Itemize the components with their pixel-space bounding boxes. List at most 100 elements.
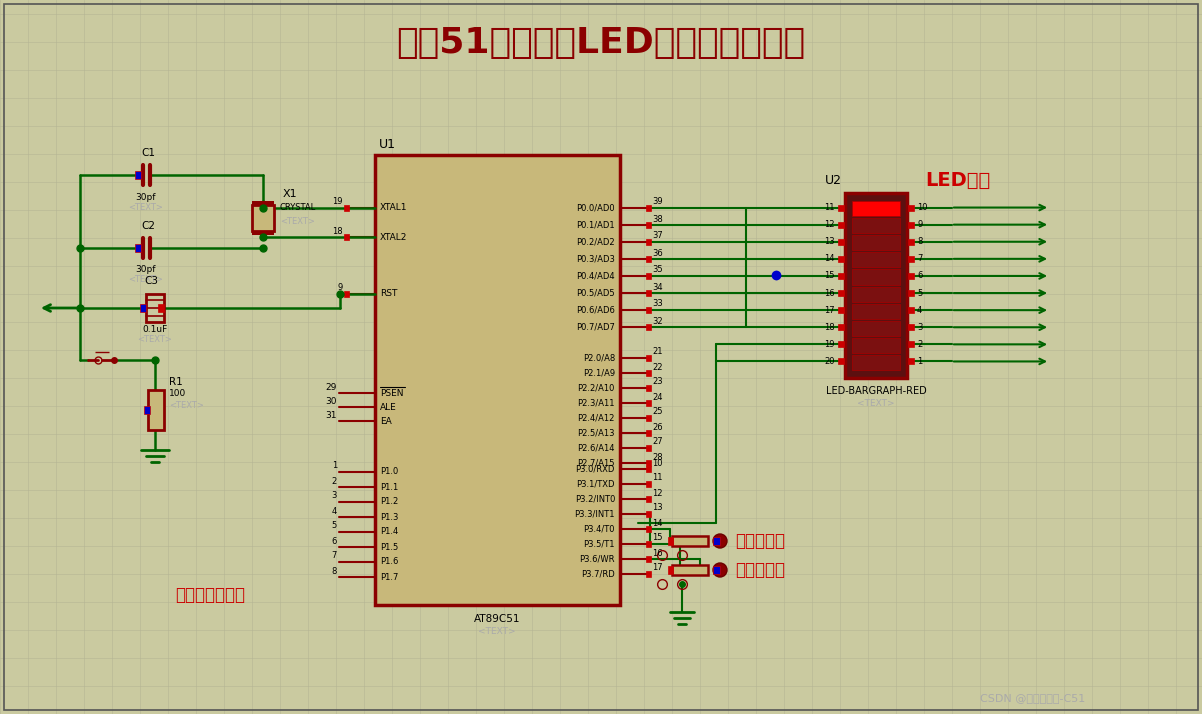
Bar bbox=[645, 222, 651, 228]
Text: 38: 38 bbox=[651, 214, 662, 223]
Text: PSEN: PSEN bbox=[380, 388, 404, 398]
Text: P0.1/AD1: P0.1/AD1 bbox=[577, 221, 615, 229]
Text: 30pf: 30pf bbox=[136, 193, 156, 201]
Bar bbox=[852, 218, 900, 233]
Bar bbox=[908, 256, 914, 262]
Text: 35: 35 bbox=[651, 266, 662, 274]
Bar bbox=[645, 273, 651, 279]
Bar bbox=[838, 221, 844, 228]
Text: P1.6: P1.6 bbox=[380, 558, 398, 566]
Text: U2: U2 bbox=[825, 174, 841, 186]
Text: 27: 27 bbox=[651, 438, 662, 446]
Text: P3.1/TXD: P3.1/TXD bbox=[577, 480, 615, 488]
Text: <TEXT>: <TEXT> bbox=[129, 203, 163, 211]
Text: 自动控制键: 自动控制键 bbox=[734, 561, 785, 579]
Text: LED-BARGRAPH-RED: LED-BARGRAPH-RED bbox=[826, 386, 927, 396]
Text: P3.7/RD: P3.7/RD bbox=[582, 570, 615, 578]
Bar bbox=[908, 221, 914, 228]
Text: 30pf: 30pf bbox=[136, 266, 156, 274]
Text: 12: 12 bbox=[651, 488, 662, 498]
Bar bbox=[645, 355, 651, 361]
Text: <TEXT>: <TEXT> bbox=[478, 626, 516, 635]
Bar bbox=[252, 231, 274, 235]
Bar bbox=[645, 556, 651, 562]
Text: P3.3/INT1: P3.3/INT1 bbox=[575, 510, 615, 518]
Text: 16: 16 bbox=[651, 548, 662, 558]
Text: 23: 23 bbox=[651, 378, 662, 386]
Text: 14: 14 bbox=[651, 518, 662, 528]
Text: 3: 3 bbox=[332, 491, 337, 501]
Bar bbox=[645, 307, 651, 313]
Text: 6: 6 bbox=[917, 271, 922, 281]
Text: P2.1/A9: P2.1/A9 bbox=[583, 368, 615, 378]
Bar bbox=[157, 304, 163, 312]
Text: 13: 13 bbox=[825, 237, 835, 246]
Text: AT89C51: AT89C51 bbox=[474, 614, 520, 624]
Bar bbox=[852, 269, 900, 284]
Bar bbox=[852, 252, 900, 268]
Text: P1.0: P1.0 bbox=[380, 468, 398, 476]
Bar bbox=[645, 256, 651, 262]
Bar bbox=[672, 565, 708, 575]
Text: P3.6/WR: P3.6/WR bbox=[579, 555, 615, 563]
Bar bbox=[344, 291, 349, 297]
Bar bbox=[838, 307, 844, 313]
Bar bbox=[645, 324, 651, 330]
Text: 22: 22 bbox=[651, 363, 662, 371]
Bar bbox=[645, 239, 651, 245]
Bar bbox=[838, 324, 844, 331]
Text: 24: 24 bbox=[651, 393, 662, 401]
Text: 28: 28 bbox=[651, 453, 662, 461]
Text: CRYSTAL: CRYSTAL bbox=[280, 203, 316, 213]
Text: P1.5: P1.5 bbox=[380, 543, 398, 551]
Bar bbox=[645, 385, 651, 391]
Text: P0.3/AD3: P0.3/AD3 bbox=[576, 254, 615, 263]
Text: R1: R1 bbox=[169, 377, 183, 387]
Bar bbox=[344, 205, 349, 211]
Bar bbox=[645, 445, 651, 451]
Text: P1.1: P1.1 bbox=[380, 483, 398, 491]
Text: 20: 20 bbox=[825, 357, 835, 366]
Text: 4: 4 bbox=[917, 306, 922, 315]
Bar bbox=[713, 566, 720, 574]
Text: 32: 32 bbox=[651, 316, 662, 326]
Bar bbox=[668, 566, 673, 574]
Text: P2.4/A12: P2.4/A12 bbox=[578, 413, 615, 423]
Text: P1.2: P1.2 bbox=[380, 498, 398, 506]
Circle shape bbox=[713, 534, 727, 548]
Bar bbox=[908, 238, 914, 245]
Text: P0.4/AD4: P0.4/AD4 bbox=[577, 271, 615, 281]
Text: P2.7/A15: P2.7/A15 bbox=[577, 458, 615, 468]
Text: 0.1uF: 0.1uF bbox=[142, 326, 167, 334]
Circle shape bbox=[713, 563, 727, 577]
Text: RST: RST bbox=[380, 289, 398, 298]
Text: 31: 31 bbox=[326, 411, 337, 420]
Text: 37: 37 bbox=[651, 231, 662, 241]
Text: 9: 9 bbox=[917, 220, 922, 229]
Text: CSDN @电子工程师-C51: CSDN @电子工程师-C51 bbox=[980, 693, 1085, 703]
Text: 36: 36 bbox=[651, 248, 662, 258]
Bar bbox=[838, 290, 844, 296]
Text: P3.0/RXD: P3.0/RXD bbox=[576, 465, 615, 473]
Bar bbox=[144, 406, 150, 414]
Text: <TEXT>: <TEXT> bbox=[280, 216, 315, 226]
Text: P1.3: P1.3 bbox=[380, 513, 398, 521]
Bar bbox=[838, 204, 844, 211]
Text: 单片机最小系统: 单片机最小系统 bbox=[175, 586, 245, 604]
Bar bbox=[252, 205, 274, 231]
Bar bbox=[252, 201, 274, 206]
Bar bbox=[645, 466, 651, 472]
Text: 基于51单片机的LED彩灯控制器设计: 基于51单片机的LED彩灯控制器设计 bbox=[397, 26, 805, 60]
Text: X1: X1 bbox=[282, 189, 298, 199]
Text: 29: 29 bbox=[326, 383, 337, 391]
Bar bbox=[852, 321, 900, 336]
Bar bbox=[645, 205, 651, 211]
Bar bbox=[908, 341, 914, 347]
Text: 25: 25 bbox=[651, 408, 662, 416]
Bar bbox=[852, 235, 900, 251]
Bar bbox=[908, 324, 914, 331]
Text: 6: 6 bbox=[332, 536, 337, 545]
Text: 15: 15 bbox=[651, 533, 662, 543]
Text: U1: U1 bbox=[379, 139, 395, 151]
Text: 30: 30 bbox=[326, 396, 337, 406]
